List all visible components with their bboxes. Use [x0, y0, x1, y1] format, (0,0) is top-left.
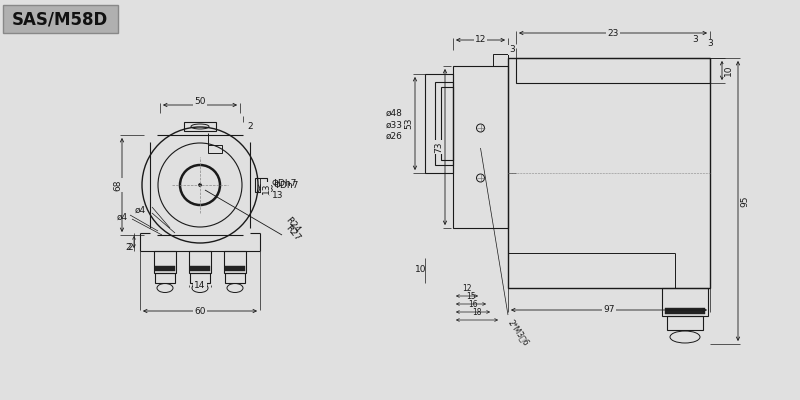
Text: 2: 2	[127, 242, 133, 252]
Bar	[508, 58, 710, 288]
Text: 97: 97	[603, 306, 614, 314]
Text: 13: 13	[262, 183, 270, 194]
Text: 3: 3	[692, 35, 698, 44]
Text: 2: 2	[247, 122, 253, 131]
Text: R27: R27	[284, 223, 302, 243]
Bar	[665, 308, 705, 314]
Text: ø4: ø4	[117, 212, 128, 222]
Text: 13: 13	[263, 186, 274, 194]
Bar	[3, 5, 118, 33]
Text: R24: R24	[284, 216, 302, 234]
Text: 15: 15	[466, 292, 476, 301]
Bar	[225, 273, 245, 283]
Bar	[154, 251, 176, 273]
Text: 10: 10	[723, 65, 733, 76]
Bar	[208, 145, 222, 153]
Bar	[155, 273, 175, 283]
Text: 12: 12	[475, 36, 486, 44]
Bar	[184, 122, 216, 131]
Text: SAS/M58D: SAS/M58D	[12, 10, 108, 28]
Bar	[493, 54, 508, 66]
Text: 73: 73	[434, 141, 443, 153]
Text: 12: 12	[462, 284, 472, 293]
Text: ΦDh7: ΦDh7	[273, 180, 298, 190]
Text: 16: 16	[468, 300, 478, 309]
Text: 18: 18	[472, 308, 482, 317]
Circle shape	[198, 184, 202, 186]
Text: 95: 95	[741, 195, 750, 207]
Text: 60: 60	[194, 306, 206, 316]
Text: ø4: ø4	[135, 206, 146, 214]
Text: 2*M3深6: 2*M3深6	[506, 318, 530, 348]
Text: ø26: ø26	[386, 132, 403, 141]
Text: ø48: ø48	[386, 109, 403, 118]
Bar	[441, 87, 453, 160]
Bar	[453, 66, 508, 228]
Text: 53: 53	[405, 118, 414, 129]
Text: ø33: ø33	[386, 121, 403, 130]
Text: 10: 10	[415, 266, 426, 274]
Text: 3: 3	[509, 46, 515, 54]
Text: ΦDh7: ΦDh7	[272, 178, 298, 188]
Text: 68: 68	[114, 179, 122, 191]
Bar	[190, 266, 210, 271]
Bar	[155, 266, 175, 271]
Text: 14: 14	[194, 280, 206, 290]
Bar	[190, 273, 210, 283]
Text: 2: 2	[125, 242, 131, 252]
Text: 3: 3	[707, 40, 713, 48]
Bar	[516, 58, 710, 83]
Bar	[662, 288, 708, 316]
Bar	[425, 74, 453, 173]
Bar	[224, 251, 246, 273]
Text: 23: 23	[607, 28, 618, 38]
Text: 50: 50	[194, 98, 206, 106]
Text: 13: 13	[272, 190, 283, 200]
Bar	[435, 82, 453, 165]
Bar	[225, 266, 245, 271]
Bar	[667, 316, 703, 330]
Bar	[255, 178, 267, 192]
Bar	[189, 251, 211, 273]
